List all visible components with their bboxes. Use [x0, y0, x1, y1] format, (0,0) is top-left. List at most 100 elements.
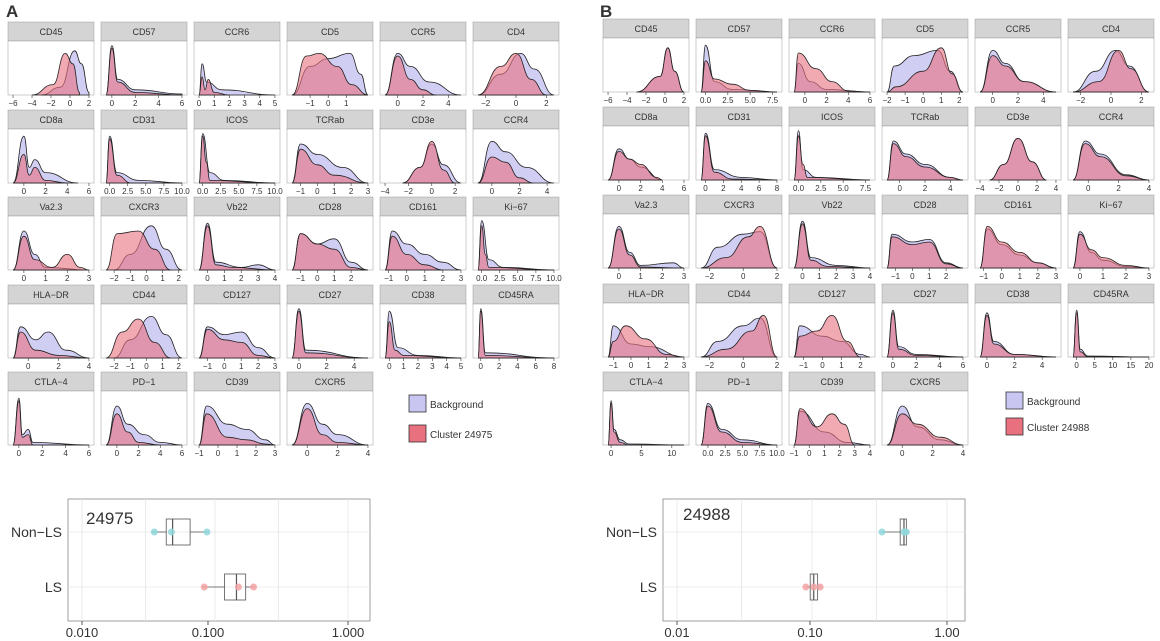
facet-strip-label: CD39	[225, 377, 248, 387]
boxplot-group-ls	[200, 573, 258, 601]
density-panel-a-13: CXCR3 −2 −1 0 1 2	[100, 196, 188, 283]
x-tick-label: 0	[617, 184, 622, 193]
cluster-density	[291, 310, 369, 359]
cluster-density	[886, 236, 964, 269]
legend-b-cluster-label: Cluster 24988	[1027, 423, 1090, 434]
legend-a: Background Cluster 24975	[408, 394, 493, 443]
x-tick-label: 4	[258, 99, 263, 108]
facet-strip-label: CD38	[1006, 289, 1029, 299]
x-tick-label: 2	[177, 362, 182, 371]
x-tick-label: 2	[775, 272, 780, 281]
cluster-density	[886, 312, 964, 358]
x-tick-label: 0	[1109, 96, 1114, 105]
x-tick-label: 0	[617, 272, 622, 281]
facet-strip-label: PD−1	[133, 377, 156, 387]
facet-strip-label: CD27	[318, 290, 341, 300]
legend-a-cluster-label: Cluster 24975	[430, 430, 493, 441]
x-tick-label: 2.5	[494, 274, 506, 283]
x-tick-label: 3	[366, 187, 371, 196]
x-tick-label: 1	[43, 274, 48, 283]
x-tick-label: 2	[858, 361, 863, 370]
facet-strip-label: CXCR3	[724, 200, 755, 210]
x-tick-label: 1	[646, 361, 651, 370]
x-tick-label: 3	[1147, 272, 1152, 281]
x-tick-label: 2	[660, 272, 665, 281]
facet-strip-label: CD161	[1004, 200, 1032, 210]
facet-strip-label: PD−1	[728, 377, 751, 387]
density-panel-b-6: CD8a 0 2 4 6	[602, 106, 690, 193]
x-tick-label: 5.0	[512, 274, 524, 283]
facet-strip-label: CD5	[916, 24, 934, 34]
x-tick-label: 2	[441, 274, 446, 283]
x-tick-label: 0	[800, 272, 805, 281]
legend-b-cluster-swatch	[1005, 417, 1024, 436]
x-tick-label: 0	[490, 187, 495, 196]
facet-strip-label: CD38	[411, 290, 434, 300]
x-tick-label: 1	[839, 361, 844, 370]
density-panel-b-17: Ki−67 0 1 2 3	[1067, 194, 1155, 281]
x-tick-label: 4	[515, 362, 520, 371]
density-panel-a-23: CD45RA 0 2 4 6 8	[472, 284, 560, 371]
cluster-density	[1072, 143, 1150, 181]
facet-strip-label: CTLA−4	[629, 377, 662, 387]
x-tick-label: 2	[544, 99, 549, 108]
x-tick-label: 4	[660, 184, 665, 193]
x-tick-label: 2	[256, 362, 261, 371]
x-tick-label: −2	[481, 99, 491, 108]
facet-strip-label: CCR6	[225, 27, 250, 37]
x-tick-label: 4	[65, 187, 70, 196]
legend-b-background-swatch	[1005, 391, 1024, 410]
x-tick-label: 6	[180, 99, 185, 108]
legend-b: Background Cluster 24988	[1005, 391, 1090, 436]
data-point	[200, 583, 208, 591]
x-tick-label: 2	[721, 184, 726, 193]
density-panel-a-16: CD161 −1 0 1 2 3	[379, 196, 467, 283]
x-tick-label: 4	[446, 99, 451, 108]
x-tick-label: 1	[822, 449, 827, 458]
x-tick-label: 4	[273, 274, 278, 283]
x-tick-label: 7.5	[767, 96, 779, 105]
x-tick-label: −1	[979, 272, 989, 281]
cluster-density	[700, 314, 778, 358]
x-tick-label: 2	[239, 274, 244, 283]
density-panel-a-2: CCR6 0 1 2 3 4 5	[193, 21, 281, 108]
x-tick-label: 15	[1126, 361, 1135, 370]
x-tick-label: 0	[990, 96, 995, 105]
facet-strip-label: CD45RA	[498, 290, 534, 300]
x-tick-label: 0	[22, 274, 27, 283]
x-tick-label: 3	[273, 449, 278, 458]
x-tick-label: 8	[552, 362, 557, 371]
density-panel-a-3: CD5 −1 0 1	[286, 21, 374, 108]
x-tick-label: 0	[22, 187, 27, 196]
iqr-box	[165, 518, 191, 546]
x-tick-label: 3	[851, 272, 856, 281]
cluster-density	[198, 135, 276, 184]
x-tick-label: 4	[352, 362, 357, 371]
x-tick-label: 2	[957, 96, 962, 105]
legend-a-background-swatch	[408, 394, 427, 413]
boxplot-b-xtick-0: 0.01	[664, 625, 689, 640]
boxplot-b-xtick-2: 1.00	[934, 625, 959, 640]
facet-strip-label: CCR5	[411, 27, 436, 37]
facet-strip-label: CD161	[409, 202, 437, 212]
boxplot-frame	[662, 498, 966, 622]
cluster-density	[198, 76, 230, 96]
cluster-density	[607, 150, 663, 181]
density-plot-area	[472, 303, 560, 359]
x-tick-label: 2	[324, 362, 329, 371]
x-tick-label: 3	[459, 274, 464, 283]
x-tick-label: 2	[824, 96, 829, 105]
facet-strip-label: CD3e	[411, 115, 434, 125]
x-tick-label: 2	[40, 449, 45, 458]
cluster-density	[979, 55, 1057, 93]
x-tick-label: 3	[242, 99, 247, 108]
x-tick-label: 0	[326, 99, 331, 108]
x-tick-label: 20	[1145, 361, 1154, 370]
data-point	[167, 528, 175, 536]
x-tick-label: 3	[273, 362, 278, 371]
x-tick-label: 0	[741, 361, 746, 370]
x-tick-label: 2.5	[122, 187, 134, 196]
cluster-density	[198, 225, 276, 271]
cluster-density	[477, 225, 555, 271]
